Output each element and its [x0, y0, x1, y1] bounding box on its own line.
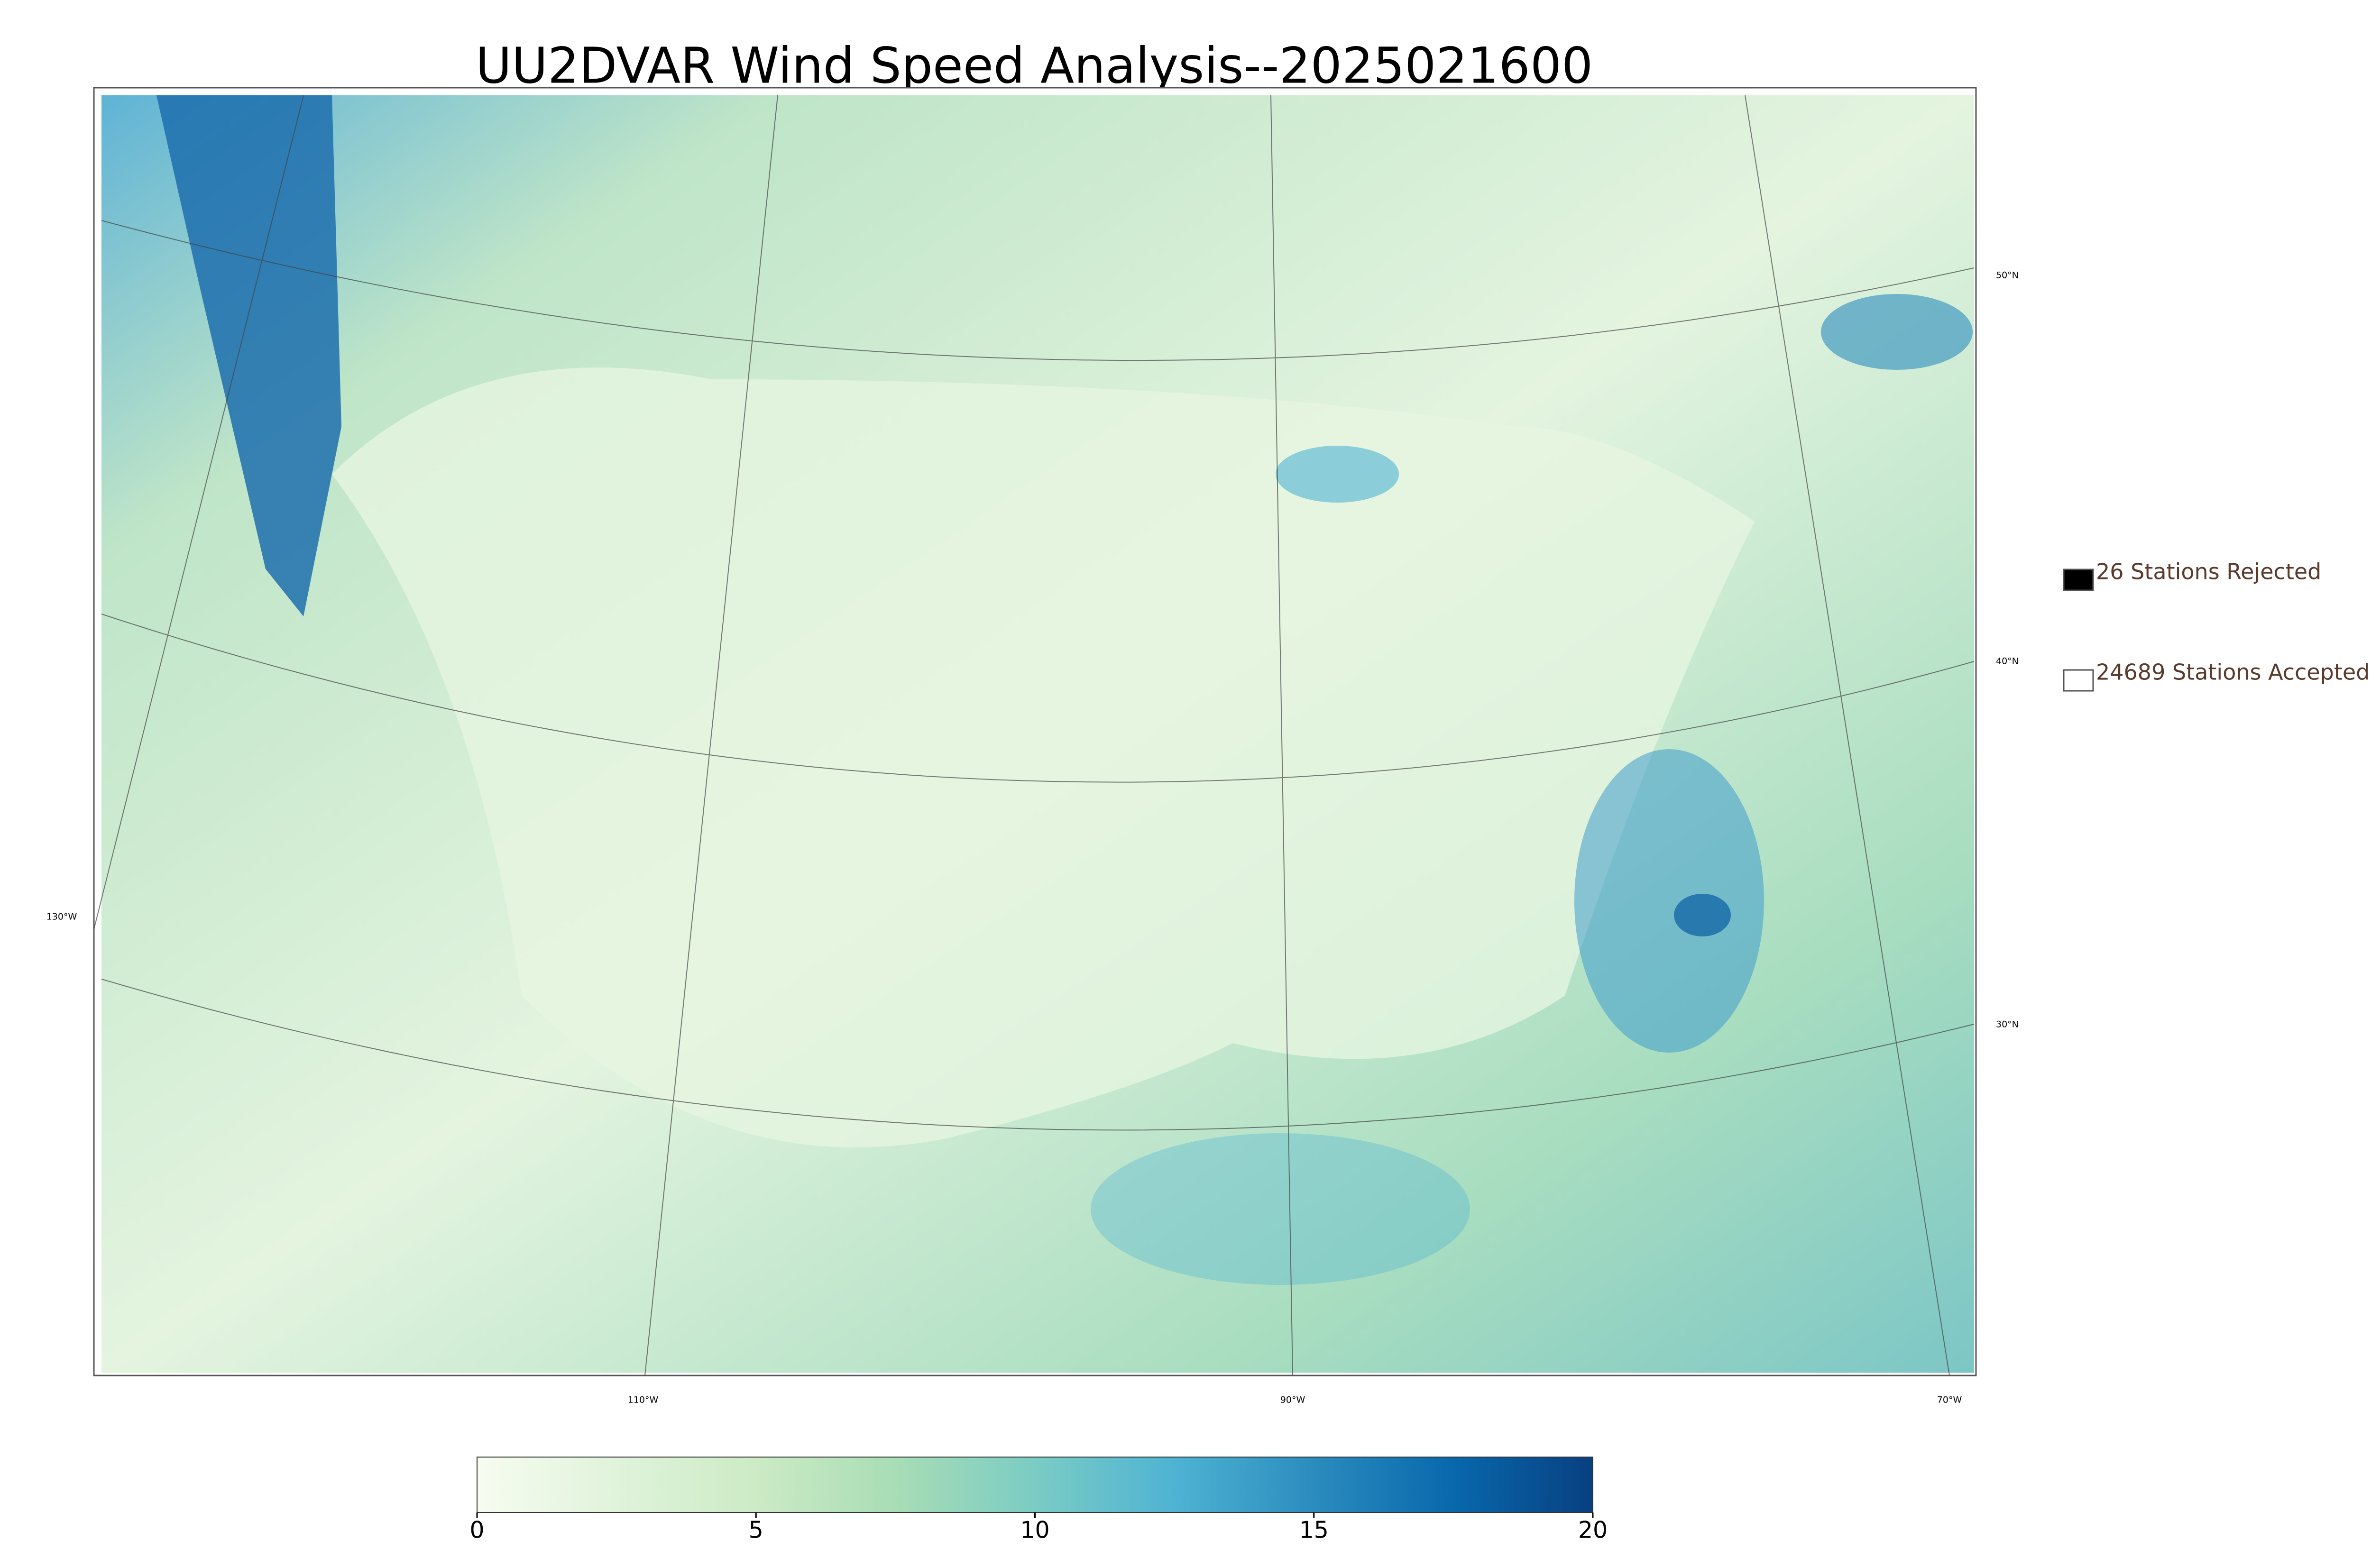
- colorbar-tick-label: 5: [749, 1517, 763, 1544]
- colorbar-bar: [477, 1457, 1593, 1513]
- legend-swatch: [2063, 669, 2094, 692]
- legend-label: 24689 Stations Accepted: [2096, 660, 2370, 685]
- colorbar-tick-label: 0: [469, 1517, 484, 1544]
- legend-swatch: [2063, 569, 2094, 591]
- longitude-label: 70°W: [1937, 1395, 1962, 1405]
- latitude-label: 50°N: [1996, 270, 2019, 281]
- latitude-label: 40°N: [1996, 656, 2019, 667]
- legend: 26 Stations Rejected 24689 Stations Accep…: [2063, 559, 2370, 692]
- latitude-labels: 50°N 40°N 30°N: [1996, 270, 2019, 1030]
- colorbar: 0 5 10 15 20: [469, 1457, 1608, 1544]
- colorbar-tick-label: 15: [1299, 1517, 1329, 1544]
- longitude-label: 90°W: [1280, 1395, 1305, 1405]
- map: [93, 87, 1977, 1376]
- title: UU2DVAR Wind Speed Analysis--2025021600: [476, 37, 1593, 94]
- longitude-labels: 130°W 110°W 90°W 70°W: [46, 912, 1962, 1405]
- longitude-label: 130°W: [46, 912, 77, 922]
- latitude-label: 30°N: [1996, 1019, 2019, 1030]
- colorbar-tick-label: 10: [1020, 1517, 1049, 1544]
- legend-label: 26 Stations Rejected: [2096, 559, 2321, 585]
- longitude-label: 110°W: [628, 1395, 659, 1405]
- colorbar-tick-label: 20: [1578, 1517, 1608, 1544]
